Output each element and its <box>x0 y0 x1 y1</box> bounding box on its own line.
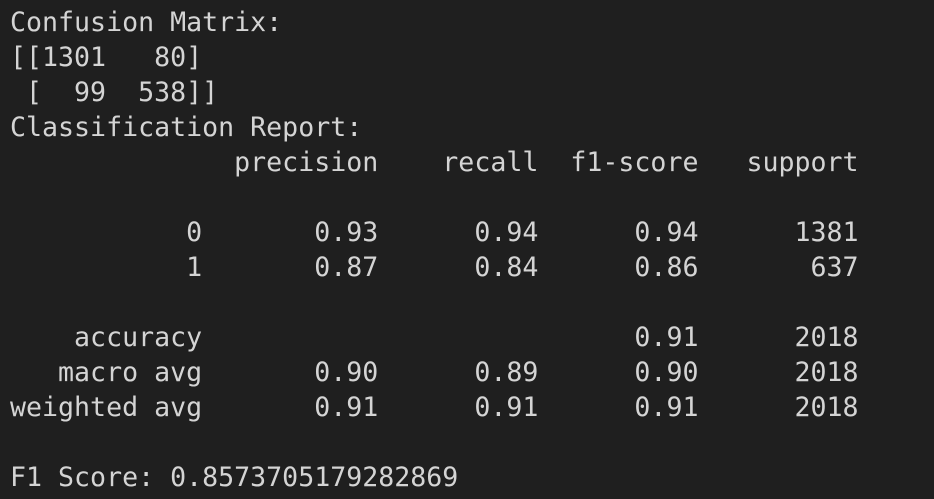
report-row-class-0: 0 0.93 0.94 0.94 1381 <box>10 217 859 248</box>
f1-score-line: F1 Score: 0.8573705179282869 <box>10 462 459 493</box>
report-header-row: precision recall f1-score support <box>10 147 859 178</box>
confusion-matrix-row-1: [[1301 80] <box>10 42 203 73</box>
classification-report-heading: Classification Report: <box>10 112 363 143</box>
report-row-class-1: 1 0.87 0.84 0.86 637 <box>10 252 859 283</box>
confusion-matrix-row-2: [ 99 538]] <box>10 77 219 108</box>
report-row-accuracy: accuracy 0.91 2018 <box>10 322 859 353</box>
confusion-matrix-heading: Confusion Matrix: <box>10 7 283 38</box>
blank-line <box>10 180 934 215</box>
report-row-macro-avg: macro avg 0.90 0.89 0.90 2018 <box>10 357 859 388</box>
blank-line <box>10 425 934 460</box>
blank-line <box>10 285 934 320</box>
report-row-weighted-avg: weighted avg 0.91 0.91 0.91 2018 <box>10 392 859 423</box>
